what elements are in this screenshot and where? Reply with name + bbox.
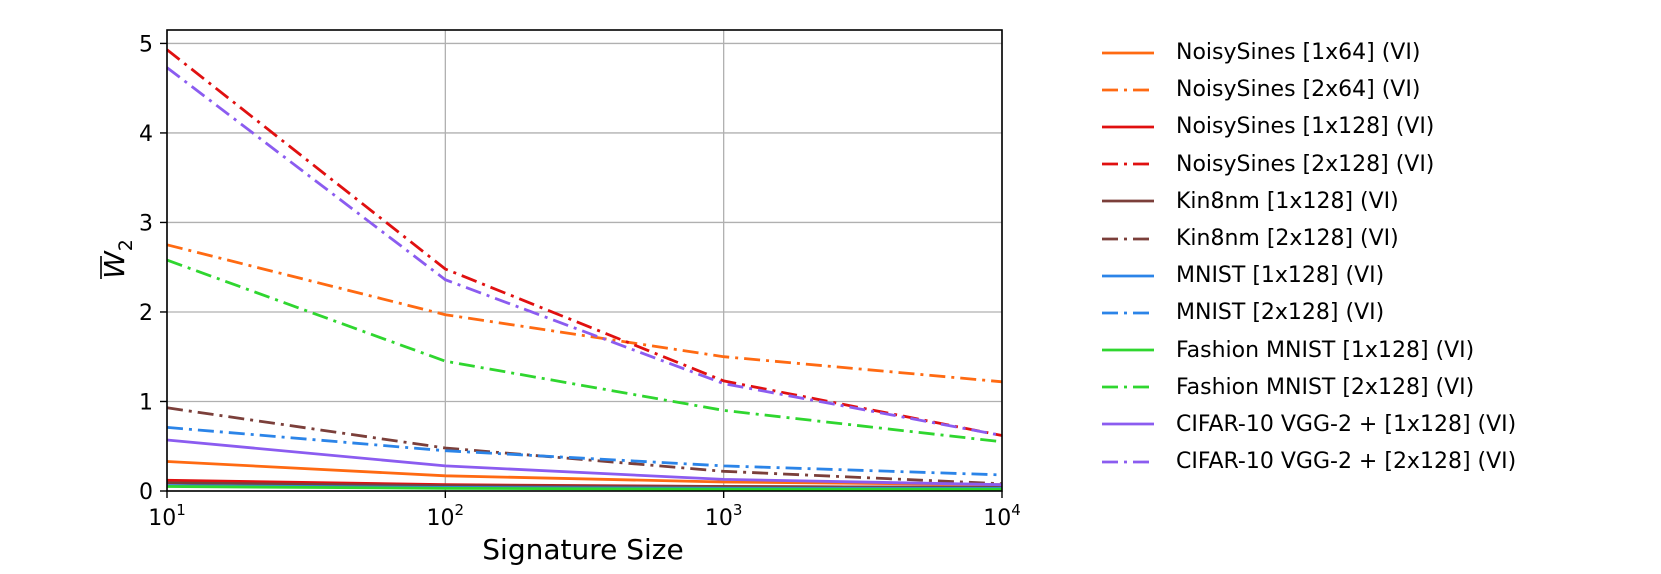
legend-item: NoisySines [2x128] (VI) (1100, 146, 1516, 183)
legend-swatch (1102, 125, 1154, 129)
legend-label: MNIST [1x128] (VI) (1176, 263, 1385, 289)
legend-swatch (1102, 274, 1154, 278)
series-line-9 (166, 485, 1002, 491)
y-axis-label-text: W (98, 250, 131, 279)
x-tick-label: 101 (148, 501, 186, 531)
x-tick-label: 104 (983, 501, 1021, 531)
series-line-12 (166, 66, 1003, 437)
y-tick-label: 3 (139, 211, 153, 236)
series-lines (166, 48, 1003, 491)
legend-swatch (1102, 199, 1154, 203)
series-line-11 (166, 438, 1003, 487)
legend-item: CIFAR-10 VGG-2 + [1x128] (VI) (1100, 406, 1516, 443)
legend-swatch (1102, 51, 1154, 54)
series-line-10 (166, 258, 1003, 444)
legend-label: NoisySines [1x128] (VI) (1176, 114, 1435, 140)
y-tick-label: 1 (139, 390, 153, 415)
legend-swatch (1102, 237, 1154, 240)
legend-label: MNIST [2x128] (VI) (1176, 300, 1385, 326)
legend-label: Fashion MNIST [2x128] (VI) (1176, 374, 1475, 400)
legend-swatch (1102, 311, 1154, 315)
y-tick-label: 4 (139, 122, 153, 147)
legend-label: NoisySines [2x64] (VI) (1176, 77, 1421, 103)
legend-item: NoisySines [1x64] (VI) (1100, 34, 1516, 71)
legend-item: MNIST [2x128] (VI) (1100, 294, 1516, 331)
legend-label: CIFAR-10 VGG-2 + [2x128] (VI) (1176, 449, 1517, 475)
y-tick-label: 5 (139, 32, 153, 57)
grid-lines (166, 30, 1003, 492)
legend-swatch (1102, 88, 1154, 92)
y-axis-label-subscript: 2 (115, 239, 137, 251)
y-axis-label: W2 (98, 239, 137, 279)
x-tick-label: 103 (705, 501, 743, 531)
legend-item: NoisySines [2x64] (VI) (1100, 71, 1516, 108)
plot-frame (166, 29, 1003, 492)
svg-text:W2: W2 (98, 239, 137, 279)
x-axis-label: Signature Size (482, 533, 683, 566)
legend-label: Fashion MNIST [1x128] (VI) (1176, 337, 1475, 363)
legend: NoisySines [1x64] (VI) NoisySines [2x64] … (1100, 34, 1516, 480)
legend-swatch (1102, 348, 1154, 352)
x-axis-ticks: 101 102 103 104 (148, 491, 1021, 531)
legend-label: Kin8nm [1x128] (VI) (1176, 188, 1399, 214)
legend-label: NoisySines [2x128] (VI) (1176, 151, 1435, 177)
legend-item: Kin8nm [2x128] (VI) (1100, 220, 1516, 257)
legend-label: NoisySines [1x64] (VI) (1176, 40, 1421, 66)
series-line-8 (166, 426, 1003, 477)
legend-item: CIFAR-10 VGG-2 + [2x128] (VI) (1100, 443, 1516, 480)
legend-swatch (1102, 162, 1154, 166)
legend-item: Kin8nm [1x128] (VI) (1100, 183, 1516, 220)
legend-swatch (1102, 385, 1154, 389)
series-line-4 (166, 48, 1003, 437)
legend-label: CIFAR-10 VGG-2 + [1x128] (VI) (1176, 411, 1517, 437)
legend-label: Kin8nm [2x128] (VI) (1176, 226, 1399, 252)
legend-item: Fashion MNIST [2x128] (VI) (1100, 369, 1516, 406)
series-line-2 (166, 243, 1003, 384)
y-tick-label: 0 (139, 480, 153, 505)
legend-swatch (1102, 460, 1154, 464)
legend-item: MNIST [1x128] (VI) (1100, 257, 1516, 294)
y-tick-label: 2 (139, 301, 153, 326)
legend-item: NoisySines [1x128] (VI) (1100, 108, 1516, 145)
legend-swatch (1102, 423, 1154, 426)
x-tick-label: 102 (427, 501, 465, 531)
legend-item: Fashion MNIST [1x128] (VI) (1100, 332, 1516, 369)
y-axis-ticks: 0 1 2 3 4 5 (139, 32, 167, 505)
